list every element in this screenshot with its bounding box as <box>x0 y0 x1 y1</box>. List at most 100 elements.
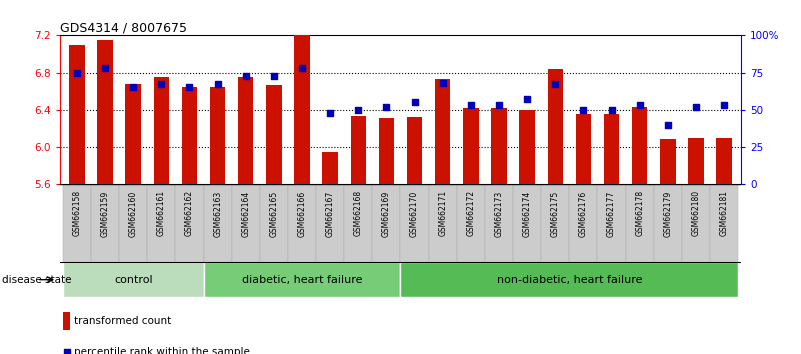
Point <box>127 85 139 90</box>
Point <box>549 82 562 87</box>
FancyBboxPatch shape <box>231 184 260 262</box>
Text: control: control <box>114 275 152 285</box>
FancyBboxPatch shape <box>288 184 316 262</box>
Text: GSM662175: GSM662175 <box>551 190 560 236</box>
Bar <box>519 110 535 184</box>
FancyBboxPatch shape <box>485 184 513 262</box>
Bar <box>548 69 563 184</box>
Bar <box>182 86 197 184</box>
Text: GSM662180: GSM662180 <box>691 190 700 236</box>
Point <box>211 82 224 87</box>
Point <box>155 82 167 87</box>
Bar <box>294 35 310 184</box>
FancyBboxPatch shape <box>513 184 541 262</box>
Text: GSM662181: GSM662181 <box>719 190 729 236</box>
Point <box>99 65 111 71</box>
Text: GSM662179: GSM662179 <box>663 190 672 236</box>
Point <box>465 102 477 108</box>
Bar <box>126 84 141 184</box>
Text: GSM662169: GSM662169 <box>382 190 391 236</box>
Text: GSM662158: GSM662158 <box>72 190 82 236</box>
FancyBboxPatch shape <box>457 184 485 262</box>
Bar <box>604 114 619 184</box>
Point <box>316 189 328 194</box>
Text: GSM662159: GSM662159 <box>101 190 110 236</box>
Text: GSM662165: GSM662165 <box>269 190 279 236</box>
FancyBboxPatch shape <box>429 184 457 262</box>
FancyBboxPatch shape <box>119 184 147 262</box>
Text: diabetic, heart failure: diabetic, heart failure <box>242 275 362 285</box>
Text: GSM662168: GSM662168 <box>354 190 363 236</box>
Point <box>296 65 308 71</box>
Point <box>437 80 449 86</box>
FancyBboxPatch shape <box>626 184 654 262</box>
FancyBboxPatch shape <box>682 184 710 262</box>
Text: GSM662170: GSM662170 <box>410 190 419 236</box>
Text: GSM662164: GSM662164 <box>241 190 250 236</box>
FancyBboxPatch shape <box>710 184 738 262</box>
Text: GSM662167: GSM662167 <box>326 190 335 236</box>
Text: non-diabetic, heart failure: non-diabetic, heart failure <box>497 275 642 285</box>
Text: percentile rank within the sample: percentile rank within the sample <box>74 347 250 354</box>
Bar <box>154 77 169 184</box>
Bar <box>632 107 647 184</box>
FancyBboxPatch shape <box>400 184 429 262</box>
Bar <box>323 152 338 184</box>
FancyBboxPatch shape <box>598 184 626 262</box>
Text: GSM662172: GSM662172 <box>466 190 475 236</box>
Text: disease state: disease state <box>2 275 71 285</box>
FancyBboxPatch shape <box>541 184 570 262</box>
FancyBboxPatch shape <box>344 184 372 262</box>
Point <box>352 107 364 113</box>
Bar <box>63 312 70 330</box>
FancyBboxPatch shape <box>91 184 119 262</box>
Bar <box>491 108 507 184</box>
Point <box>409 99 421 105</box>
Text: GSM662166: GSM662166 <box>297 190 307 236</box>
Text: GSM662177: GSM662177 <box>607 190 616 236</box>
Point <box>493 102 505 108</box>
Bar <box>576 114 591 184</box>
Bar <box>69 45 85 184</box>
Bar <box>463 108 478 184</box>
Bar <box>660 138 675 184</box>
Point <box>183 85 196 90</box>
Bar <box>238 77 253 184</box>
Point <box>268 73 280 78</box>
Bar <box>98 40 113 184</box>
Text: GSM662160: GSM662160 <box>129 190 138 236</box>
FancyBboxPatch shape <box>570 184 598 262</box>
Text: GSM662173: GSM662173 <box>494 190 504 236</box>
Point <box>239 73 252 78</box>
Text: GSM662174: GSM662174 <box>522 190 532 236</box>
FancyBboxPatch shape <box>260 184 288 262</box>
FancyBboxPatch shape <box>63 184 91 262</box>
Point <box>380 104 392 110</box>
Point <box>521 97 533 102</box>
Bar <box>716 138 732 184</box>
Bar <box>435 79 450 184</box>
FancyBboxPatch shape <box>63 262 203 297</box>
FancyBboxPatch shape <box>147 184 175 262</box>
Text: GSM662161: GSM662161 <box>157 190 166 236</box>
Point <box>70 70 83 75</box>
FancyBboxPatch shape <box>175 184 203 262</box>
Point <box>634 102 646 108</box>
Point <box>324 110 336 115</box>
FancyBboxPatch shape <box>203 184 231 262</box>
FancyBboxPatch shape <box>400 262 738 297</box>
Point <box>605 107 618 113</box>
Text: GSM662162: GSM662162 <box>185 190 194 236</box>
Bar <box>688 138 703 184</box>
Bar <box>351 116 366 184</box>
Text: GSM662163: GSM662163 <box>213 190 222 236</box>
Bar <box>210 86 225 184</box>
Text: transformed count: transformed count <box>74 316 171 326</box>
Point <box>690 104 702 110</box>
Point <box>577 107 590 113</box>
Point <box>718 102 731 108</box>
Bar <box>266 85 282 184</box>
FancyBboxPatch shape <box>654 184 682 262</box>
Text: GDS4314 / 8007675: GDS4314 / 8007675 <box>60 21 187 34</box>
Text: GSM662171: GSM662171 <box>438 190 447 236</box>
